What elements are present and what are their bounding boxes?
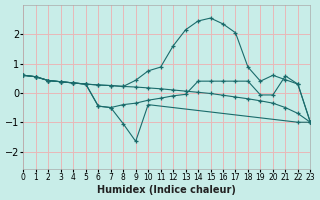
X-axis label: Humidex (Indice chaleur): Humidex (Indice chaleur) [97, 185, 236, 195]
